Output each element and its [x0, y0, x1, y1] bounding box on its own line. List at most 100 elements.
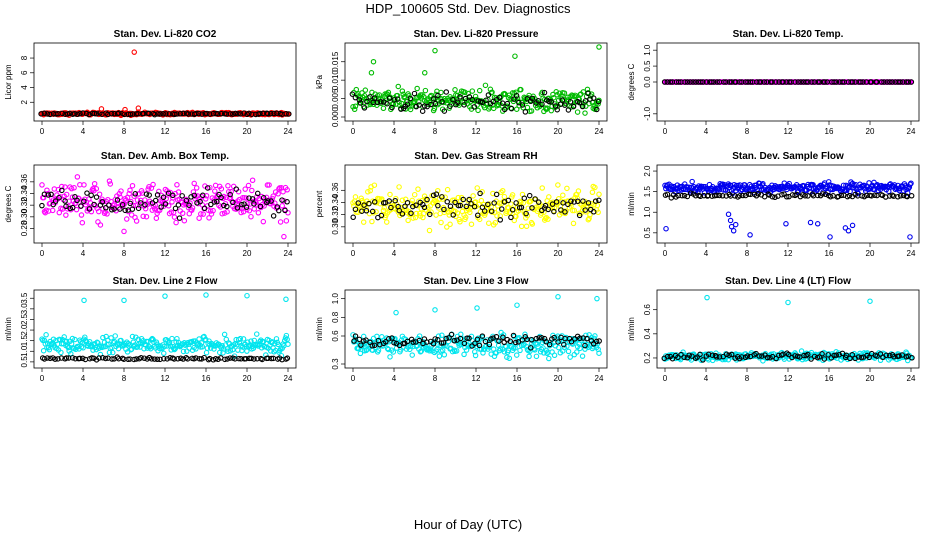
data-point-secondary — [148, 356, 155, 362]
data-point-primary — [517, 347, 523, 354]
data-point-primary — [248, 338, 254, 344]
data-point-primary — [689, 178, 695, 185]
data-point-primary — [596, 191, 602, 198]
data-point-secondary — [99, 199, 106, 205]
data-point-secondary — [160, 111, 166, 117]
data-point-secondary — [675, 354, 681, 361]
data-point-secondary — [357, 100, 364, 106]
data-point-secondary — [352, 333, 359, 339]
data-point-secondary — [866, 354, 872, 361]
data-point-secondary — [162, 201, 169, 207]
data-point-secondary — [542, 202, 549, 209]
chart-title: Stan. Dev. Li-820 CO2 — [114, 29, 217, 40]
data-point-primary — [470, 193, 476, 199]
x-tick-label: 8 — [122, 127, 127, 136]
data-point-secondary — [48, 191, 54, 198]
data-point-secondary — [109, 356, 115, 362]
data-point-secondary — [756, 353, 762, 359]
data-point-primary — [544, 105, 550, 111]
data-point-secondary — [471, 203, 478, 210]
data-point-secondary — [742, 192, 749, 199]
data-point-secondary — [44, 355, 51, 361]
data-point-secondary — [237, 111, 244, 117]
data-point-secondary — [127, 200, 133, 207]
data-point-secondary — [435, 202, 441, 209]
data-point-secondary — [457, 94, 463, 100]
data-point-secondary — [582, 98, 589, 104]
data-point-primary — [587, 212, 593, 218]
data-point-secondary — [351, 338, 357, 344]
scatter-points — [39, 292, 291, 363]
y-tick-label: 0.30 — [20, 209, 29, 225]
data-point-secondary — [108, 110, 115, 117]
data-point-secondary — [773, 79, 779, 85]
data-point-outlier — [663, 225, 669, 232]
data-point-primary — [444, 186, 451, 193]
data-point-secondary — [535, 199, 542, 205]
data-point-primary — [555, 344, 562, 351]
plot-frame — [656, 164, 920, 244]
data-point-secondary — [158, 204, 164, 210]
data-point-outlier — [421, 70, 428, 76]
x-tick-label: 24 — [907, 127, 916, 136]
data-point-secondary — [891, 353, 897, 360]
data-point-primary — [40, 347, 47, 354]
data-point-secondary — [697, 351, 703, 358]
chart-panel-5: Stan. Dev. Gas Stream RH percent 0 4 8 12 16 20… — [315, 151, 608, 258]
chart-panel-6: Stan. Dev. Sample Flow ml/min 0 4 8 12 16 20 24 0… — [627, 151, 920, 258]
data-point-primary — [93, 185, 100, 192]
data-point-secondary — [772, 194, 778, 200]
data-point-secondary — [451, 337, 458, 344]
data-point-secondary — [455, 202, 462, 209]
data-point-secondary — [505, 197, 512, 204]
data-point-primary — [143, 213, 150, 220]
data-point-primary — [107, 181, 114, 187]
data-point-primary — [79, 219, 86, 226]
y-tick-label: 0.0 — [643, 76, 652, 88]
data-point-secondary — [201, 354, 207, 361]
y-tick-label: 8 — [20, 55, 29, 60]
data-point-secondary — [102, 355, 109, 362]
y-tick-label: 0.34 — [20, 185, 29, 201]
data-point-primary — [202, 196, 209, 202]
data-point-secondary — [435, 92, 441, 99]
data-point-secondary — [684, 193, 691, 200]
data-point-secondary — [179, 193, 185, 199]
chart-panel-8: Stan. Dev. Line 3 Flow ml/min 0 4 8 12 16 20 24 0… — [315, 276, 608, 383]
data-point-primary — [500, 332, 507, 338]
data-point-outlier — [842, 225, 849, 231]
data-point-secondary — [363, 337, 369, 343]
data-point-secondary — [230, 199, 236, 206]
data-point-secondary — [62, 198, 68, 204]
data-point-secondary — [493, 191, 500, 198]
data-point-primary — [474, 185, 480, 191]
data-point-primary — [200, 211, 207, 217]
data-point-primary — [127, 187, 133, 193]
data-point-secondary — [546, 341, 553, 348]
data-point-primary — [175, 189, 182, 195]
y-tick-label: 0.6 — [643, 304, 652, 316]
data-point-primary — [97, 222, 104, 228]
data-point-primary — [161, 343, 168, 350]
data-point-primary — [574, 349, 580, 355]
x-tick-label: 16 — [513, 374, 522, 383]
data-point-secondary — [500, 334, 506, 341]
x-tick-label: 24 — [284, 249, 293, 258]
data-point-primary — [561, 90, 568, 96]
data-point-primary — [225, 183, 231, 189]
data-point-secondary — [111, 206, 117, 212]
data-point-primary — [490, 105, 497, 112]
y-tick-label: 4 — [20, 85, 29, 90]
data-point-secondary — [369, 208, 376, 215]
y-tick-label: 0.000 — [331, 106, 340, 127]
data-point-primary — [180, 348, 187, 355]
data-point-secondary — [432, 336, 438, 342]
data-point-secondary — [349, 91, 356, 97]
data-point-secondary — [215, 356, 221, 363]
data-point-primary — [494, 213, 500, 219]
data-point-secondary — [109, 207, 115, 213]
data-point-secondary — [170, 192, 176, 199]
data-point-secondary — [175, 356, 181, 362]
y-axis-label: Licor ppm — [4, 64, 13, 99]
data-point-primary — [39, 182, 45, 188]
